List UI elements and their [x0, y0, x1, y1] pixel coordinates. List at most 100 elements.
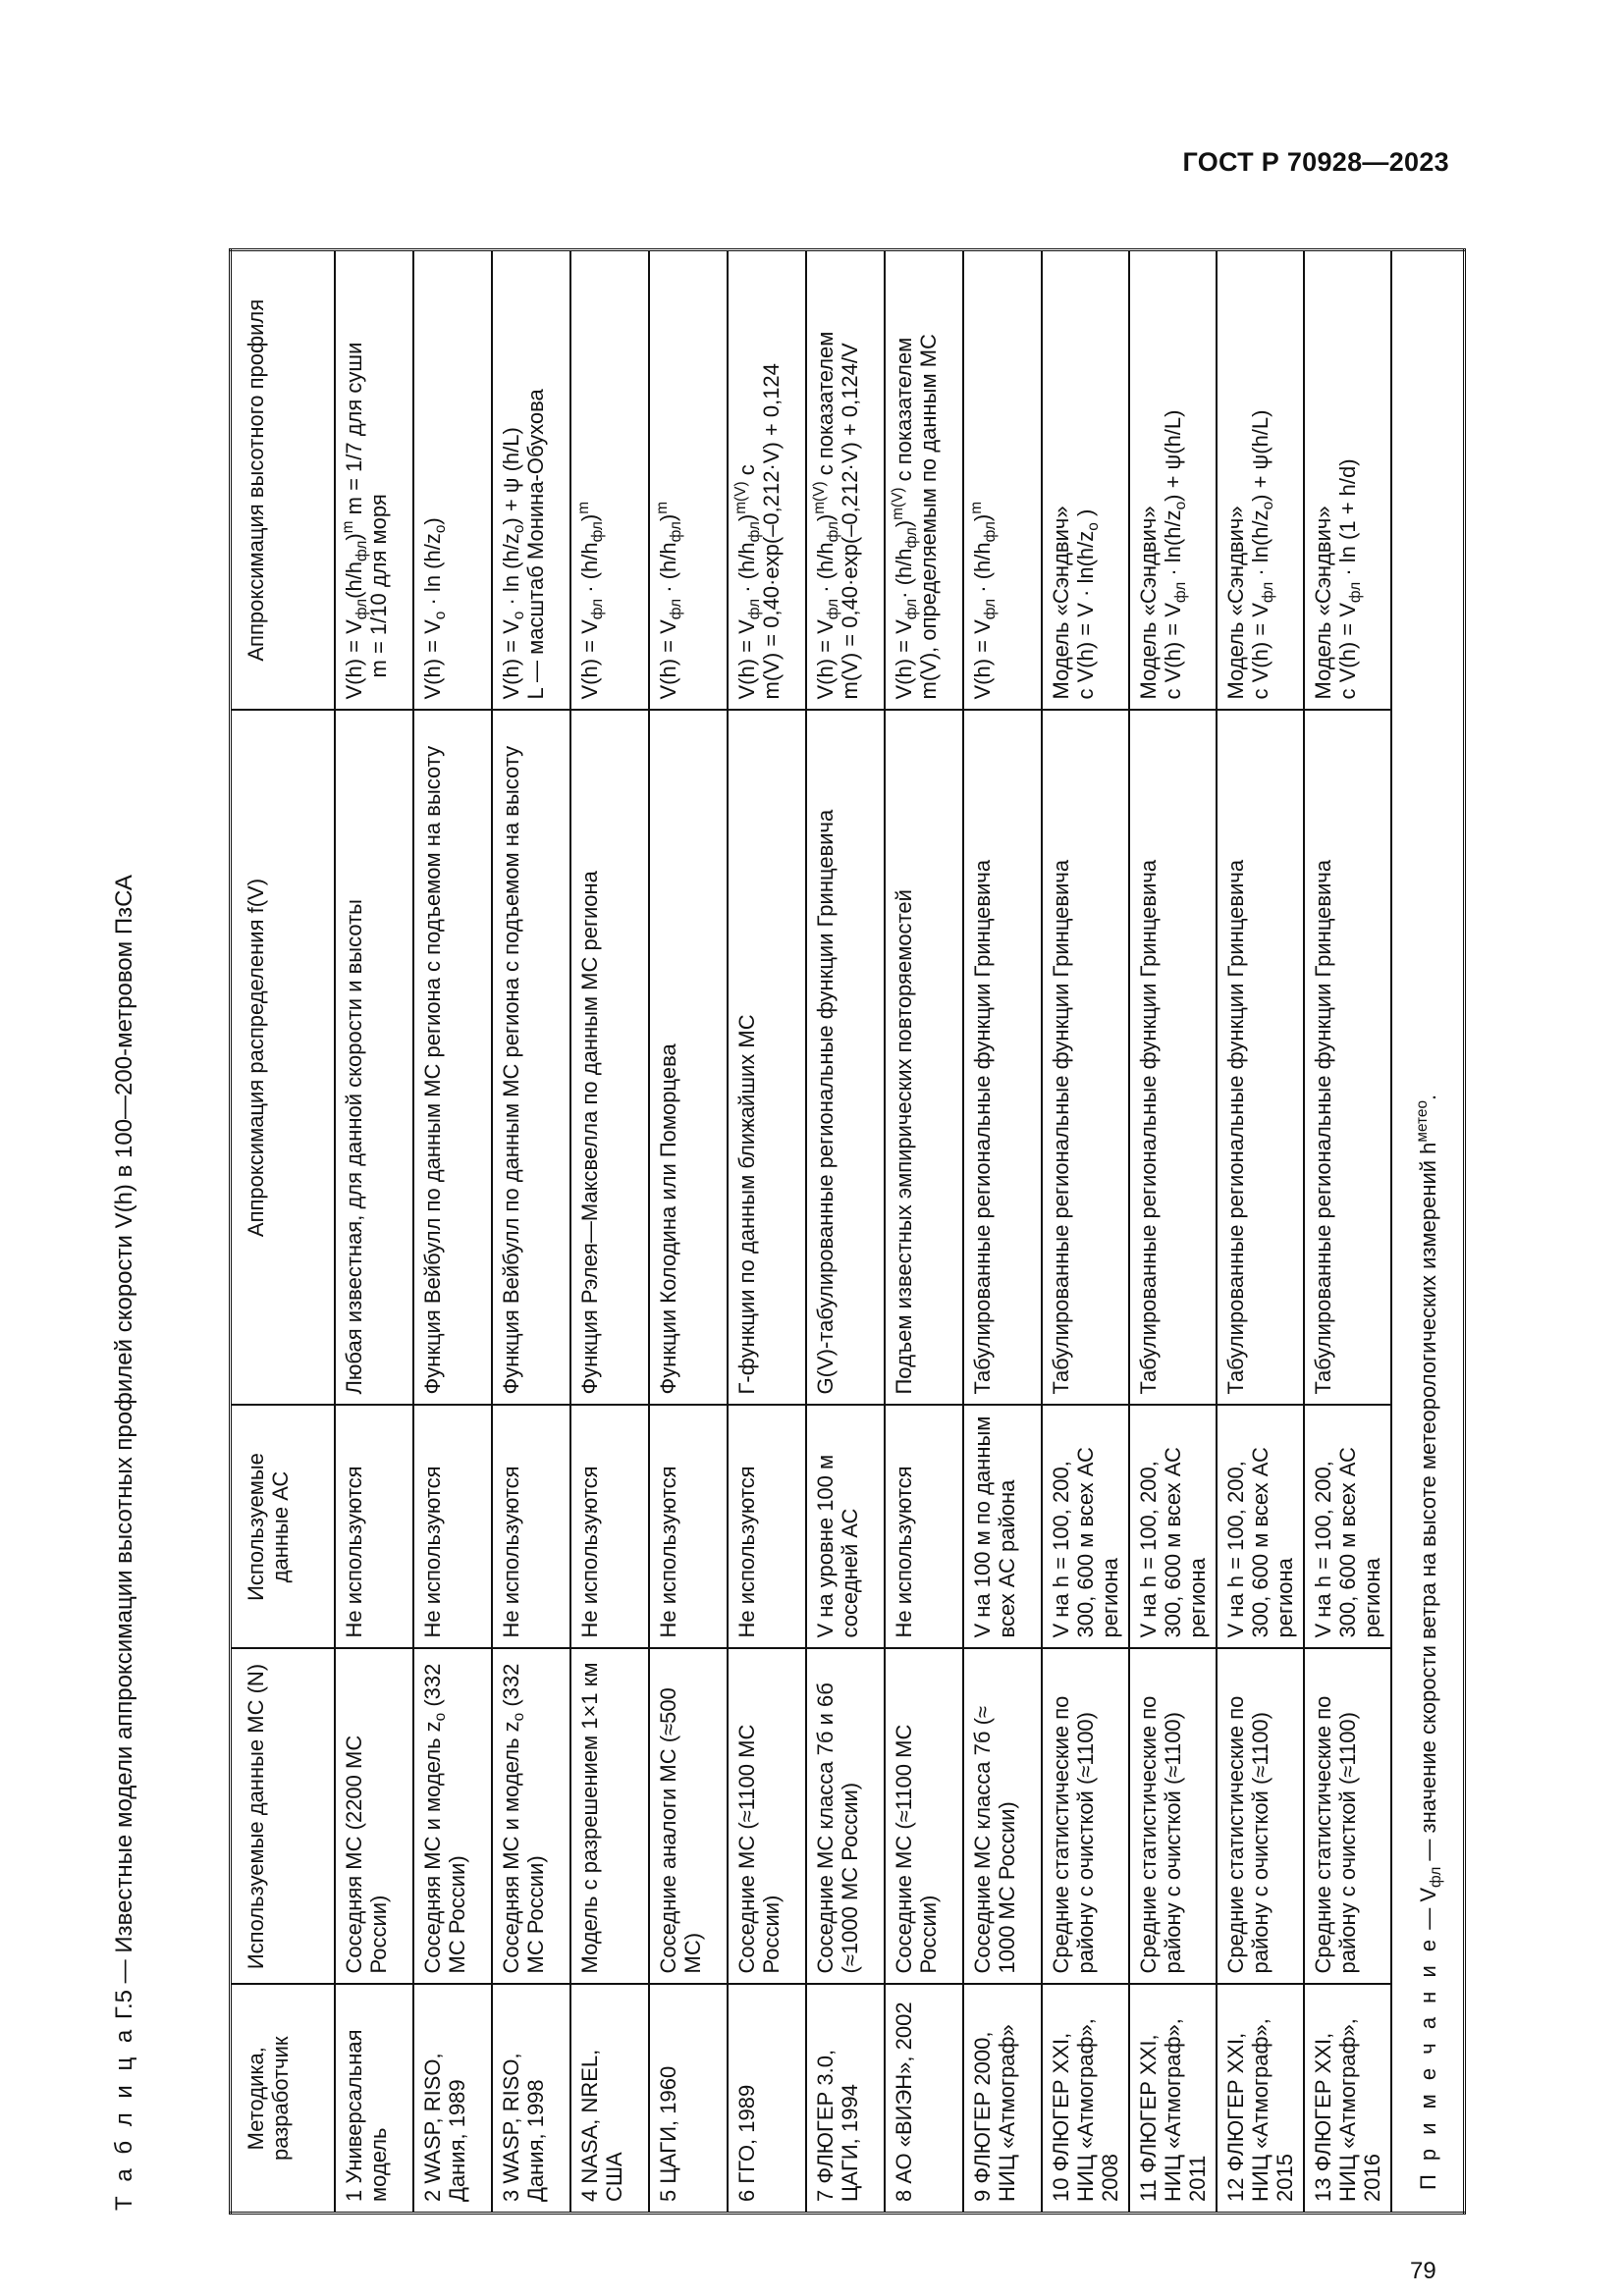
table-row: 6 ГГО, 1989 Соседние МС (≈1100 МС России)…	[728, 249, 806, 2214]
cell-as: V на h = 100, 200, 300, 600 м всех АС ре…	[1042, 1405, 1129, 1649]
cell-profile: V(h) = Vфл · (h/hфл)m(V) с показателем m(…	[806, 249, 885, 711]
cell-ms: Средние статистические по району с очист…	[1042, 1648, 1129, 1985]
cell-ms: Соседние МС (≈1100 МС России)	[885, 1648, 963, 1985]
cell-profile: V(h) = Vфл· (h/hфл)m(V) с показателем m(V…	[885, 249, 963, 711]
cell-ms: Средние статистические по району с очист…	[1304, 1648, 1391, 1985]
profile-line: m(V), определяемым по данным МС	[916, 334, 941, 700]
table-note: П р и м е ч а н и е — Vфл — значение ско…	[1391, 249, 1465, 2214]
cell-ms: Соседняя МС и модель zo (332 МС России)	[413, 1648, 492, 1985]
cell-ms: Соседние МС класса 7б (≈ 1000 МС России)	[963, 1648, 1042, 1985]
profile-line: V(h) = Vфл · (h/hфл)m	[575, 501, 606, 700]
column-header: Аппроксимация высотного профиля	[230, 249, 335, 711]
cell-method: 12 ФЛЮГЕР XXI, НИЦ «Атмограф», 2015	[1217, 1984, 1304, 2214]
cell-ms: Соседние МС (≈1100 МС России)	[728, 1648, 806, 1985]
table-row: 2 WASP, RISO, Дания, 1989 Соседняя МС и м…	[413, 249, 492, 2214]
cell-method: 7 ФЛЮГЕР 3.0, ЦАГИ, 1994	[806, 1984, 885, 2214]
cell-method: 13 ФЛЮГЕР XXI, НИЦ «Атмограф», 2016	[1304, 1984, 1391, 2214]
cell-method: 3 WASP, RISO, Дания, 1998	[492, 1984, 570, 2214]
cell-ms: Соседние МС класса 7б и 6б (≈1000 МС Рос…	[806, 1648, 885, 1985]
cell-profile: Модель «Сэндвич» с V(h) = Vфл · ln(h/zo) …	[1217, 249, 1304, 711]
cell-ms: Модель с разрешением 1×1 км	[570, 1648, 649, 1985]
cell-profile: V(h) = Vфл(h/hфл)m m = 1/7 для суши m = 1…	[335, 249, 413, 711]
profile-line: V(h) = Vфл · (h/hфл)m	[968, 501, 999, 700]
profile-line: Модель «Сэндвич»	[1136, 506, 1161, 700]
table-row: 7 ФЛЮГЕР 3.0, ЦАГИ, 1994 Соседние МС клас…	[806, 249, 885, 2214]
table-row: 13 ФЛЮГЕР XXI, НИЦ «Атмограф», 2016 Средн…	[1304, 249, 1391, 2214]
caption-label: Т а б л и ц а	[111, 2025, 137, 2211]
note-label: П р и м е ч а н и е	[1415, 1935, 1440, 2190]
cell-dist: Табулированные региональные функции Грин…	[1217, 710, 1304, 1406]
table-row: 3 WASP, RISO, Дания, 1998 Соседняя МС и м…	[492, 249, 570, 2214]
cell-profile: V(h) = Vфл · (h/hфл)m	[649, 249, 728, 711]
cell-profile: Модель «Сэндвич» с V(h) = Vфл · ln(h/zo) …	[1129, 249, 1217, 711]
caption-text: Г.5 — Известные модели аппроксимации выс…	[111, 875, 137, 2026]
cell-dist: Табулированные региональные функции Грин…	[1129, 710, 1217, 1406]
column-header: Используемые данные МС (N)	[230, 1648, 335, 1985]
cell-as: Не используются	[885, 1405, 963, 1649]
cell-dist: Табулированные региональные функции Грин…	[1304, 710, 1391, 1406]
cell-profile: V(h) = Vфл · (h/hфл)m	[963, 249, 1042, 711]
cell-as: V на h = 100, 200, 300, 600 м всех АС ре…	[1304, 1405, 1391, 1649]
cell-as: Не используются	[492, 1405, 570, 1649]
profile-line: m(V) = 0,40·exp(–0,212·V) + 0,124/V	[838, 343, 862, 700]
table-caption: Т а б л и ц а Г.5 — Известные модели апп…	[102, 251, 151, 2215]
profile-line: Модель «Сэндвич»	[1311, 506, 1335, 700]
cell-dist: G(V)-табулированные региональные функции…	[806, 710, 885, 1406]
profile-line: V(h) = Vo · ln (h/zo) + ψ (h/L)	[499, 427, 527, 700]
cell-profile: V(h) = Vo · ln (h/zo)	[413, 249, 492, 711]
cell-method: 4 NASA, NREL, США	[570, 1984, 649, 2214]
table-row: 9 ФЛЮГЕР 2000, НИЦ «Атмограф» Соседние МС…	[963, 249, 1042, 2214]
cell-profile: Модель «Сэндвич» с V(h) = V · ln(h/zo )	[1042, 249, 1129, 711]
cell-method: 6 ГГО, 1989	[728, 1984, 806, 2214]
cell-method: 2 WASP, RISO, Дания, 1989	[413, 1984, 492, 2214]
table-row: 4 NASA, NREL, США Модель с разрешением 1×…	[570, 249, 649, 2214]
cell-ms: Средние статистические по району с очист…	[1129, 1648, 1217, 1985]
cell-ms: Соседняя МС и модель zo (332 МС России)	[492, 1648, 570, 1985]
profile-line: с V(h) = Vфл · ln(h/zo) + ψ(h/L)	[1161, 409, 1189, 700]
cell-method: 5 ЦАГИ, 1960	[649, 1984, 728, 2214]
table-header-row: Методика, разработчик Используемые данные…	[230, 249, 335, 2214]
profile-line: m(V) = 0,40·exp(–0,212·V) + 0,124	[759, 363, 784, 700]
cell-dist: Табулированные региональные функции Грин…	[1042, 710, 1129, 1406]
cell-method: 9 ФЛЮГЕР 2000, НИЦ «Атмограф»	[963, 1984, 1042, 2214]
profile-line: V(h) = Vфл · (h/hфл)m	[654, 501, 684, 700]
profile-line: L — масштаб Монина-Обухова	[523, 389, 548, 700]
cell-profile: Модель «Сэндвич» с V(h) = Vфл · ln (1 + h…	[1304, 249, 1391, 711]
cell-dist: Г-функции по данным ближайших МС	[728, 710, 806, 1406]
profile-line: V(h) = Vфл· (h/hфл)m(V) с показателем	[890, 337, 920, 700]
column-header: Используемые данные АС	[230, 1405, 335, 1649]
cell-as: V на уровне 100 м соседней АС	[806, 1405, 885, 1649]
profile-line: с V(h) = Vфл · ln(h/zo) + ψ(h/L)	[1248, 409, 1276, 700]
cell-as: V на h = 100, 200, 300, 600 м всех АС ре…	[1129, 1405, 1217, 1649]
cell-as: Не используются	[570, 1405, 649, 1649]
cell-as: Не используются	[728, 1405, 806, 1649]
table-row: 8 АО «ВИЭН», 2002 Соседние МС (≈1100 МС Р…	[885, 249, 963, 2214]
standard-header: ГОСТ Р 70928—2023	[1182, 147, 1449, 177]
profile-line: Модель «Сэндвич»	[1223, 506, 1248, 700]
cell-method: 8 АО «ВИЭН», 2002	[885, 1984, 963, 2214]
cell-as: Не используются	[649, 1405, 728, 1649]
profile-line: V(h) = Vфл · (h/hфл)m(V) с показателем	[811, 331, 841, 700]
profile-line: с V(h) = Vфл · ln (1 + h/d)	[1335, 458, 1364, 700]
table-row: 5 ЦАГИ, 1960 Соседние аналоги МС (≈500 МС…	[649, 249, 728, 2214]
note-row: П р и м е ч а н и е — Vфл — значение ско…	[1391, 249, 1465, 2214]
cell-dist: Функция Вейбулл по данным МС региона с п…	[492, 710, 570, 1406]
cell-as: Не используются	[335, 1405, 413, 1649]
profile-line: V(h) = Vo · ln (h/zo)	[420, 517, 449, 700]
models-table: Методика, разработчик Используемые данные…	[229, 248, 1466, 2215]
cell-as: V на h = 100, 200, 300, 600 м всех АС ре…	[1217, 1405, 1304, 1649]
cell-method: 10 ФЛЮГЕР XXI, НИЦ «Атмограф», 2008	[1042, 1984, 1129, 2214]
table-row: 11 ФЛЮГЕР XXI, НИЦ «Атмограф», 2011 Средн…	[1129, 249, 1217, 2214]
table-row: 10 ФЛЮГЕР XXI, НИЦ «Атмограф», 2008 Средн…	[1042, 249, 1129, 2214]
column-header: Методика, разработчик	[230, 1984, 335, 2214]
cell-ms: Соседние аналоги МС (≈500 МС)	[649, 1648, 728, 1985]
cell-ms: Соседняя МС (2200 МС России)	[335, 1648, 413, 1985]
table-row: 1 Универсальная модель Соседняя МС (2200 …	[335, 249, 413, 2214]
cell-method: 11 ФЛЮГЕР XXI, НИЦ «Атмограф», 2011	[1129, 1984, 1217, 2214]
cell-profile: V(h) = Vфл · (h/hфл)m	[570, 249, 649, 711]
profile-line: V(h) = Vфл(h/hфл)m m = 1/7 для суши	[340, 342, 370, 700]
profile-line: с V(h) = V · ln(h/zo )	[1073, 508, 1102, 700]
cell-profile: V(h) = Vфл · (h/hфл)m(V) с m(V) = 0,40·ex…	[728, 249, 806, 711]
cell-profile: V(h) = Vo · ln (h/zo) + ψ (h/L) L — масшт…	[492, 249, 570, 711]
cell-as: Не используются	[413, 1405, 492, 1649]
